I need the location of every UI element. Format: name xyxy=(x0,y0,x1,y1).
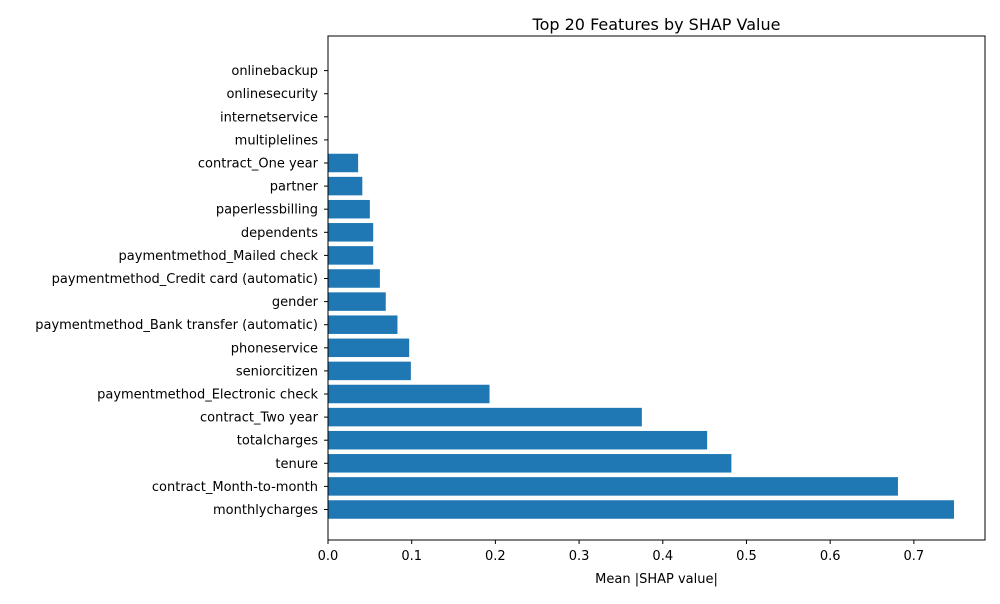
y-tick-label: internetservice xyxy=(220,110,318,125)
y-tick-label: paymentmethod_Bank transfer (automatic) xyxy=(35,318,318,333)
bar-phoneservice xyxy=(328,338,410,358)
bar-paymentmethod-mailed-check xyxy=(328,246,374,265)
x-tick-label: 0.2 xyxy=(485,549,506,564)
bars-layer xyxy=(328,153,955,519)
bar-tenure xyxy=(328,454,732,473)
y-tick-label: contract_Two year xyxy=(200,411,319,426)
y-tick-label: paperlessbilling xyxy=(216,203,318,218)
x-tick-label: 0.0 xyxy=(318,549,339,564)
bar-paymentmethod-bank-transfer-automatic xyxy=(328,315,398,334)
x-axis-label: Mean |SHAP value| xyxy=(595,572,718,587)
y-axis-ticks: monthlycharges contract_Month-to-month ten… xyxy=(35,64,328,518)
bar-paperlessbilling xyxy=(328,199,370,219)
bar-dependents xyxy=(328,223,374,242)
bar-contract-month-to-month xyxy=(328,477,898,496)
bar-contract-two-year xyxy=(328,407,642,427)
chart-title: Top 20 Features by SHAP Value xyxy=(532,15,781,34)
y-tick-label: gender xyxy=(272,295,319,310)
y-tick-label: contract_Month-to-month xyxy=(152,480,318,495)
y-tick-label: onlinesecurity xyxy=(226,87,318,102)
y-tick-label: multiplelines xyxy=(235,133,319,148)
y-tick-label: dependents xyxy=(241,226,318,241)
y-tick-label: onlinebackup xyxy=(231,64,318,79)
x-axis-ticks: 0.0 0.1 0.2 0.3 0.4 0.5 0.6 0.7 xyxy=(318,540,925,564)
y-tick-label: monthlycharges xyxy=(213,503,318,518)
y-tick-label: tenure xyxy=(275,457,318,472)
bar-monthlycharges xyxy=(328,500,955,519)
y-tick-label: totalcharges xyxy=(237,434,318,449)
y-tick-label: phoneservice xyxy=(231,341,318,356)
bar-paymentmethod-credit-card-automatic xyxy=(328,269,380,288)
x-tick-label: 0.7 xyxy=(904,549,925,564)
y-tick-label: paymentmethod_Credit card (automatic) xyxy=(52,272,318,287)
x-tick-label: 0.1 xyxy=(401,549,422,564)
x-tick-label: 0.3 xyxy=(569,549,590,564)
bar-gender xyxy=(328,292,386,311)
plot-frame xyxy=(327,35,986,541)
bar-seniorcitizen xyxy=(328,361,411,381)
bar-partner xyxy=(328,176,363,196)
x-tick-label: 0.5 xyxy=(736,549,757,564)
y-tick-label: paymentmethod_Electronic check xyxy=(97,388,318,403)
y-tick-label: partner xyxy=(270,180,319,195)
y-tick-label: paymentmethod_Mailed check xyxy=(119,249,319,264)
y-tick-label: seniorcitizen xyxy=(236,364,318,379)
bar-totalcharges xyxy=(328,430,708,450)
x-tick-label: 0.4 xyxy=(652,549,673,564)
bar-contract-one-year xyxy=(328,153,359,173)
bar-paymentmethod-electronic-check xyxy=(328,384,490,404)
x-tick-label: 0.6 xyxy=(820,549,841,564)
y-tick-label: contract_One year xyxy=(198,157,319,172)
